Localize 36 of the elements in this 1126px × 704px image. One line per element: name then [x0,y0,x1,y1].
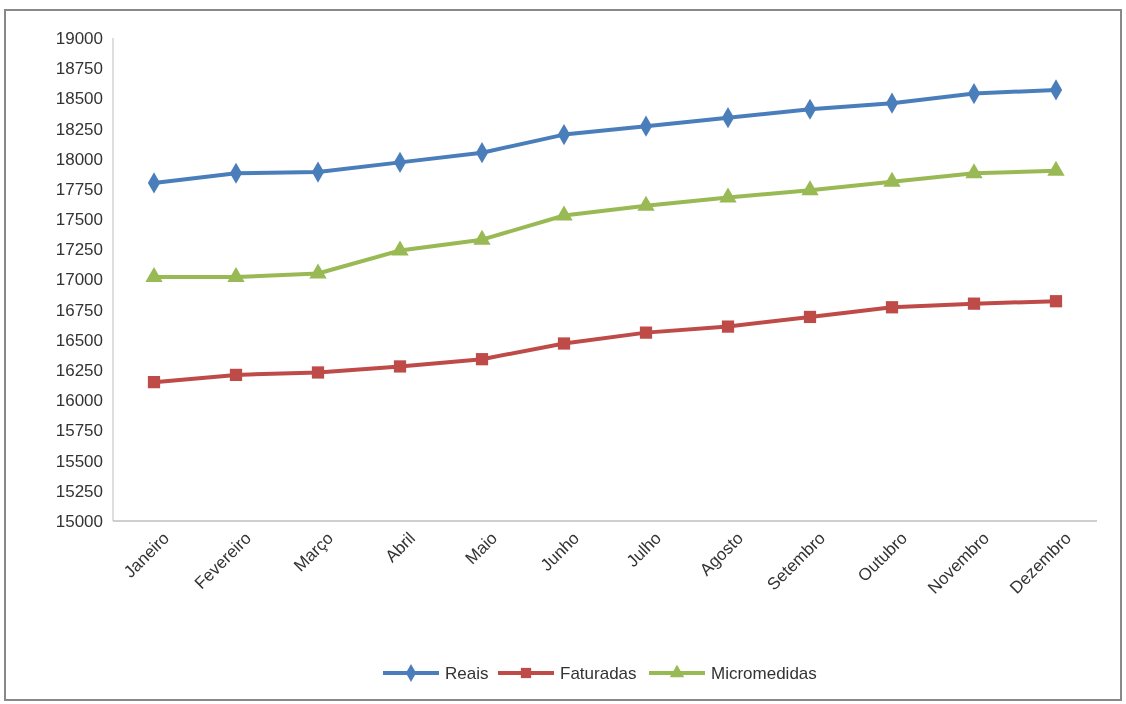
y-tick-label: 16000 [55,391,103,411]
y-tick-label: 17250 [55,240,103,260]
point [801,180,819,196]
point [885,301,899,314]
legend-label: Reais [445,663,489,683]
point [639,326,653,339]
point [311,366,325,379]
y-tick-label: 16500 [55,330,103,350]
point [803,310,817,324]
y-tick-label: 16750 [55,300,103,320]
point [1049,295,1063,308]
point [229,368,243,382]
y-tick-label: 17750 [55,179,103,199]
y-tick-label: 18750 [55,59,103,79]
legend-label: Faturadas [560,663,637,683]
point [145,267,163,283]
y-tick-label: 15250 [55,481,103,501]
point [557,337,571,350]
y-tick-label: 18250 [55,119,103,139]
y-tick-label: 15000 [55,511,103,531]
y-tick-label: 15500 [55,451,103,471]
legend-label: Micromedidas [711,663,817,683]
y-tick-label: 18500 [55,89,103,109]
y-tick-label: 19000 [55,28,103,48]
point [721,320,735,333]
y-tick-label: 15750 [55,421,103,441]
point [967,297,981,310]
y-tick-label: 17000 [55,270,103,290]
point [475,353,489,366]
y-tick-label: 18000 [55,149,103,169]
y-tick-label: 17500 [55,210,103,230]
point [227,267,245,283]
point [147,376,161,389]
point [393,360,407,373]
y-tick-label: 16250 [55,361,103,381]
point [965,163,983,179]
